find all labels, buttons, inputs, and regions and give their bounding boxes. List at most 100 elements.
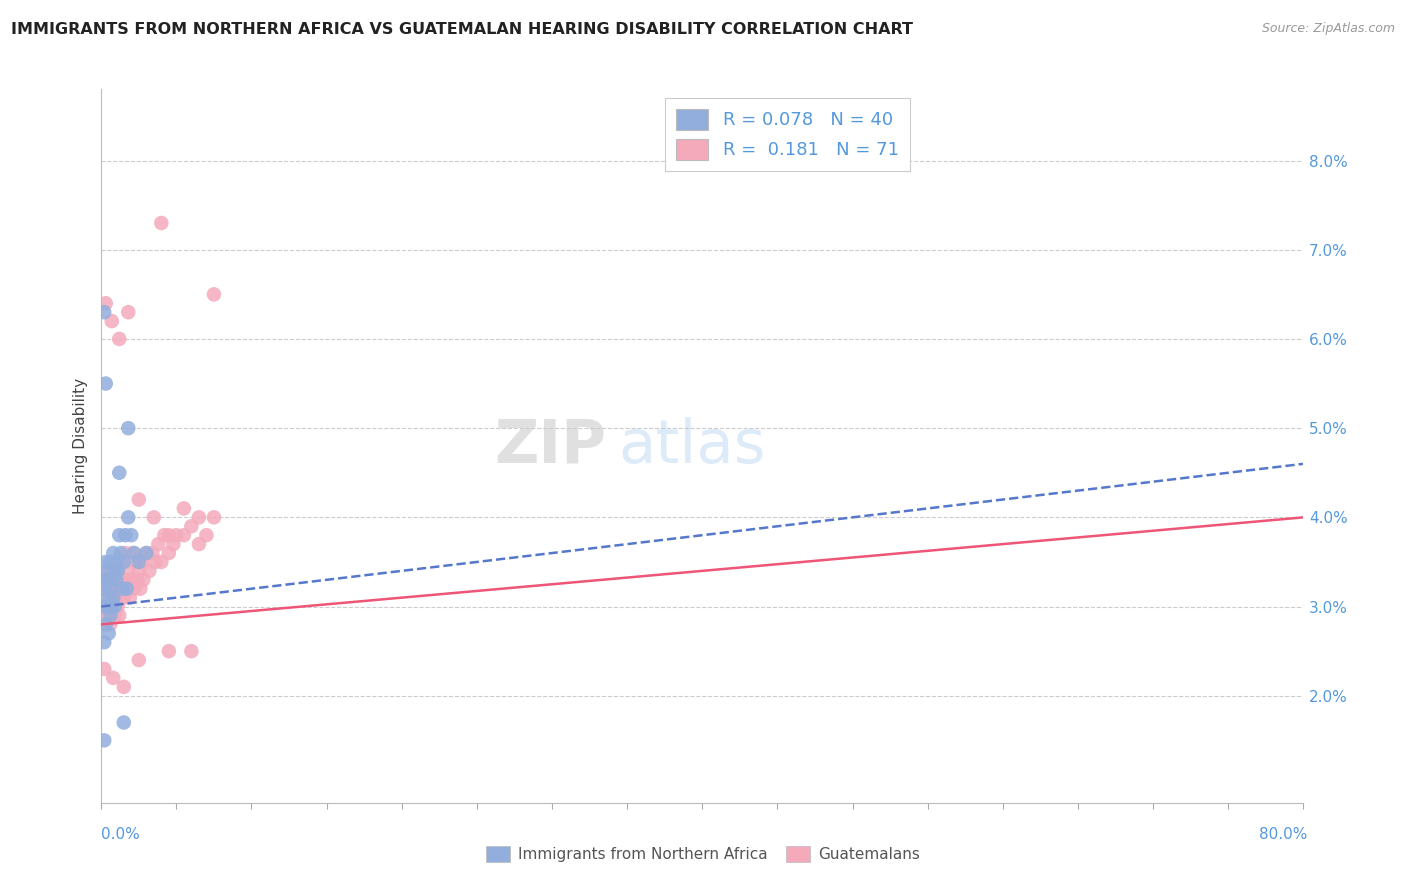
- Point: [148, 537, 170, 551]
- Point: [135, 546, 157, 560]
- Point: [125, 555, 148, 569]
- Point: [93, 582, 115, 596]
- Point: [97, 582, 120, 596]
- Point: [118, 591, 141, 605]
- Point: [96, 591, 118, 605]
- Point: [202, 510, 225, 524]
- Point: [120, 573, 142, 587]
- Point: [112, 680, 135, 694]
- Point: [202, 287, 225, 301]
- Point: [98, 608, 121, 623]
- Point: [107, 599, 129, 614]
- Point: [157, 546, 180, 560]
- Point: [117, 305, 139, 319]
- Point: [110, 546, 132, 560]
- Point: [93, 733, 115, 747]
- Point: [105, 573, 128, 587]
- Point: [120, 528, 142, 542]
- Point: [100, 599, 122, 614]
- Point: [180, 519, 202, 533]
- Text: IMMIGRANTS FROM NORTHERN AFRICA VS GUATEMALAN HEARING DISABILITY CORRELATION CHA: IMMIGRANTS FROM NORTHERN AFRICA VS GUATE…: [11, 22, 914, 37]
- Point: [108, 332, 131, 346]
- Point: [107, 564, 129, 578]
- Point: [100, 314, 122, 328]
- Point: [112, 555, 135, 569]
- Point: [135, 546, 157, 560]
- Point: [141, 546, 163, 560]
- Point: [98, 582, 121, 596]
- Point: [93, 305, 115, 319]
- Point: [187, 510, 209, 524]
- Point: [142, 510, 165, 524]
- Point: [94, 573, 117, 587]
- Point: [96, 564, 118, 578]
- Point: [97, 599, 120, 614]
- Point: [93, 635, 115, 649]
- Point: [127, 573, 149, 587]
- Point: [157, 528, 180, 542]
- Point: [124, 582, 146, 596]
- Point: [105, 555, 128, 569]
- Point: [104, 564, 127, 578]
- Point: [117, 510, 139, 524]
- Point: [112, 573, 135, 587]
- Point: [157, 644, 180, 658]
- Y-axis label: Hearing Disability: Hearing Disability: [73, 378, 89, 514]
- Point: [195, 528, 218, 542]
- Point: [128, 564, 150, 578]
- Point: [114, 546, 136, 560]
- Point: [104, 608, 127, 623]
- Point: [111, 582, 134, 596]
- Point: [115, 582, 138, 596]
- Point: [150, 216, 173, 230]
- Point: [108, 573, 131, 587]
- Point: [131, 555, 153, 569]
- Point: [100, 599, 122, 614]
- Point: [124, 546, 146, 560]
- Text: Source: ZipAtlas.com: Source: ZipAtlas.com: [1261, 22, 1395, 36]
- Point: [108, 608, 131, 623]
- Point: [187, 537, 209, 551]
- Point: [94, 376, 117, 391]
- Point: [103, 671, 125, 685]
- Point: [180, 644, 202, 658]
- Point: [94, 555, 117, 569]
- Text: 0.0%: 0.0%: [101, 827, 141, 841]
- Point: [132, 573, 155, 587]
- Point: [103, 573, 125, 587]
- Point: [94, 573, 117, 587]
- Point: [108, 528, 131, 542]
- Point: [94, 296, 117, 310]
- Point: [91, 599, 114, 614]
- Point: [110, 582, 132, 596]
- Point: [91, 599, 114, 614]
- Point: [93, 662, 115, 676]
- Point: [104, 582, 127, 596]
- Point: [111, 555, 134, 569]
- Legend: R = 0.078   N = 40, R =  0.181   N = 71: R = 0.078 N = 40, R = 0.181 N = 71: [665, 98, 910, 170]
- Point: [98, 617, 121, 632]
- Point: [103, 546, 125, 560]
- Text: 80.0%: 80.0%: [1260, 827, 1308, 841]
- Point: [115, 582, 138, 596]
- Point: [97, 591, 120, 605]
- Point: [100, 573, 122, 587]
- Point: [93, 617, 115, 632]
- Point: [129, 582, 152, 596]
- Point: [112, 591, 135, 605]
- Point: [128, 555, 150, 569]
- Point: [98, 573, 121, 587]
- Point: [94, 608, 117, 623]
- Legend: Immigrants from Northern Africa, Guatemalans: Immigrants from Northern Africa, Guatema…: [479, 839, 927, 868]
- Point: [173, 501, 195, 516]
- Point: [100, 564, 122, 578]
- Point: [128, 653, 150, 667]
- Point: [103, 591, 125, 605]
- Point: [165, 528, 187, 542]
- Point: [173, 528, 195, 542]
- Point: [121, 546, 143, 560]
- Point: [138, 564, 160, 578]
- Point: [93, 582, 115, 596]
- Point: [96, 564, 118, 578]
- Point: [94, 617, 117, 632]
